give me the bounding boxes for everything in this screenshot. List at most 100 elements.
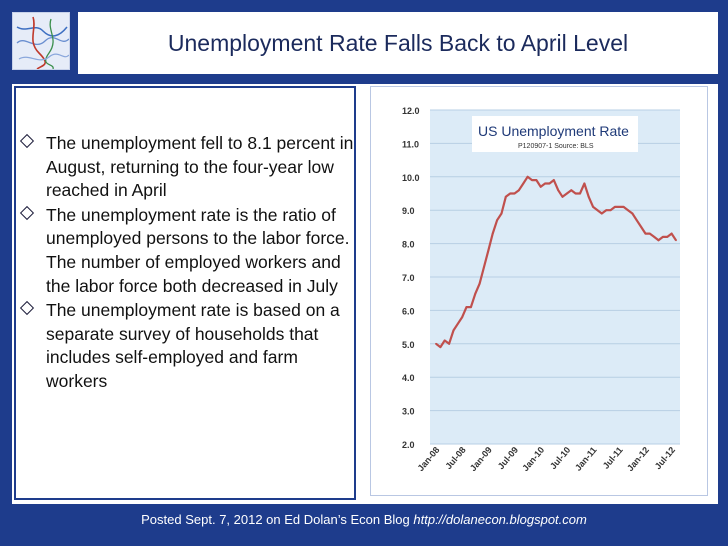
x-tick-label: Jan-12 <box>625 445 651 473</box>
data-point <box>544 182 546 185</box>
bullet-item: The unemployment rate is the ratio of un… <box>18 204 358 298</box>
data-point <box>614 206 616 208</box>
chart-title: US Unemployment Rate <box>478 123 629 139</box>
data-point <box>644 232 647 235</box>
y-tick-label: 10.0 <box>402 173 420 183</box>
x-tick-label: Jan-09 <box>468 445 494 473</box>
data-point <box>574 192 577 195</box>
data-point <box>552 179 555 181</box>
data-point <box>583 182 586 185</box>
diamond-outline-icon <box>18 299 46 323</box>
data-point <box>509 192 512 195</box>
data-point <box>600 212 603 215</box>
data-point <box>443 339 446 342</box>
data-point <box>461 316 464 318</box>
x-tick-label: Jan-10 <box>520 445 546 473</box>
x-tick-label: Jan-08 <box>416 445 442 473</box>
y-tick-label: 9.0 <box>402 206 415 216</box>
data-point <box>500 212 503 215</box>
data-point <box>653 236 656 238</box>
data-point <box>513 192 516 195</box>
bullet-list: The unemployment fell to 8.1 percent in … <box>18 132 358 395</box>
unemployment-line-chart: 2.0 3.0 4.0 5.0 6.0 7.0 8.0 9.0 10.0 11.0 12.0 Jan… <box>402 106 680 473</box>
data-point <box>570 189 573 192</box>
data-point <box>579 192 581 195</box>
y-tick-label: 11.0 <box>402 139 419 149</box>
data-point <box>504 195 507 198</box>
y-tick-label: 3.0 <box>402 407 415 417</box>
data-point <box>531 179 533 181</box>
grid <box>430 109 680 445</box>
y-tick-label: 7.0 <box>402 273 415 283</box>
data-point <box>648 232 651 235</box>
bullet-item: The unemployment rate is based on a sepa… <box>18 299 358 393</box>
data-point <box>474 292 477 295</box>
data-point <box>587 195 590 198</box>
data-point <box>491 232 494 235</box>
bullet-text: The unemployment rate is based on a sepa… <box>46 300 340 391</box>
x-tick-label: Jul-12 <box>653 445 677 471</box>
bullet-item: The unemployment fell to 8.1 percent in … <box>18 132 358 203</box>
x-tick-label: Jul-11 <box>601 445 625 471</box>
data-point <box>592 206 594 208</box>
data-point <box>548 182 551 185</box>
diamond-outline-icon <box>18 132 46 156</box>
y-tick-label: 5.0 <box>402 340 415 350</box>
data-point <box>657 239 660 242</box>
data-point <box>522 182 525 185</box>
data-point <box>675 239 677 242</box>
data-point <box>452 329 455 332</box>
data-point <box>631 212 634 215</box>
data-point <box>666 236 669 238</box>
data-point <box>535 179 538 181</box>
x-tick-labels: Jan-08 Jul-08 Jan-09 Jul-09 Jan-10 Jul-10 Jan-… <box>416 445 678 473</box>
x-tick-label: Jul-10 <box>548 445 572 471</box>
data-point <box>456 322 459 325</box>
title-bar: Unemployment Rate Falls Back to April Le… <box>78 12 718 74</box>
data-point <box>470 306 472 308</box>
slide-title: Unemployment Rate Falls Back to April Le… <box>167 29 629 56</box>
y-tick-label: 12.0 <box>402 106 420 116</box>
y-tick-label: 8.0 <box>402 240 415 250</box>
x-tick-label: Jan-11 <box>573 445 599 473</box>
bullet-text: The unemployment fell to 8.1 percent in … <box>46 133 354 201</box>
footer: Posted Sept. 7, 2012 on Ed Dolan’s Econ … <box>0 512 728 527</box>
data-point <box>483 266 485 268</box>
data-point <box>635 219 638 222</box>
y-tick-label: 2.0 <box>402 440 415 450</box>
data-point <box>561 195 564 198</box>
decorative-logo-icon <box>12 12 70 70</box>
data-point <box>566 192 568 195</box>
footer-url[interactable]: http://dolanecon.blogspot.com <box>413 512 587 527</box>
data-point <box>465 306 468 308</box>
data-point <box>609 209 612 212</box>
data-point <box>518 189 520 192</box>
series-line <box>435 175 677 349</box>
data-point <box>487 249 490 252</box>
chart-title-box <box>472 116 638 152</box>
bullet-text: The unemployment rate is the ratio of un… <box>46 204 350 296</box>
data-point <box>496 219 498 222</box>
data-point <box>605 209 608 212</box>
data-point <box>596 209 599 212</box>
diamond-outline-icon <box>18 204 46 228</box>
y-tick-label: 4.0 <box>402 373 415 383</box>
text-panel <box>14 86 356 500</box>
data-point <box>539 185 542 188</box>
footer-text: Posted Sept. 7, 2012 on Ed Dolan’s Econ … <box>141 512 410 527</box>
y-tick-label: 6.0 <box>402 306 415 316</box>
data-point <box>627 209 629 212</box>
data-point <box>478 282 481 285</box>
data-point <box>662 236 664 238</box>
x-tick-label: Jul-08 <box>443 445 467 471</box>
data-points <box>435 175 677 348</box>
data-point <box>526 175 529 178</box>
data-point <box>439 346 442 348</box>
chart-subtitle: P120907-1 Source: BLS <box>518 143 594 150</box>
y-tick-labels: 2.0 3.0 4.0 5.0 6.0 7.0 8.0 9.0 10.0 11.0 12.0 <box>402 106 420 450</box>
data-point <box>435 342 437 345</box>
data-point <box>640 226 642 228</box>
data-point <box>618 206 621 208</box>
data-point <box>622 206 625 208</box>
